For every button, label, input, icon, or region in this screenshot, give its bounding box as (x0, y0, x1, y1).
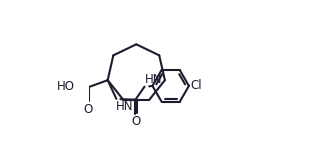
Text: O: O (84, 103, 93, 116)
Text: O: O (131, 115, 140, 128)
Text: HN: HN (116, 100, 133, 113)
Text: HN: HN (145, 73, 163, 86)
Text: Cl: Cl (190, 79, 202, 92)
Text: HO: HO (57, 80, 75, 93)
